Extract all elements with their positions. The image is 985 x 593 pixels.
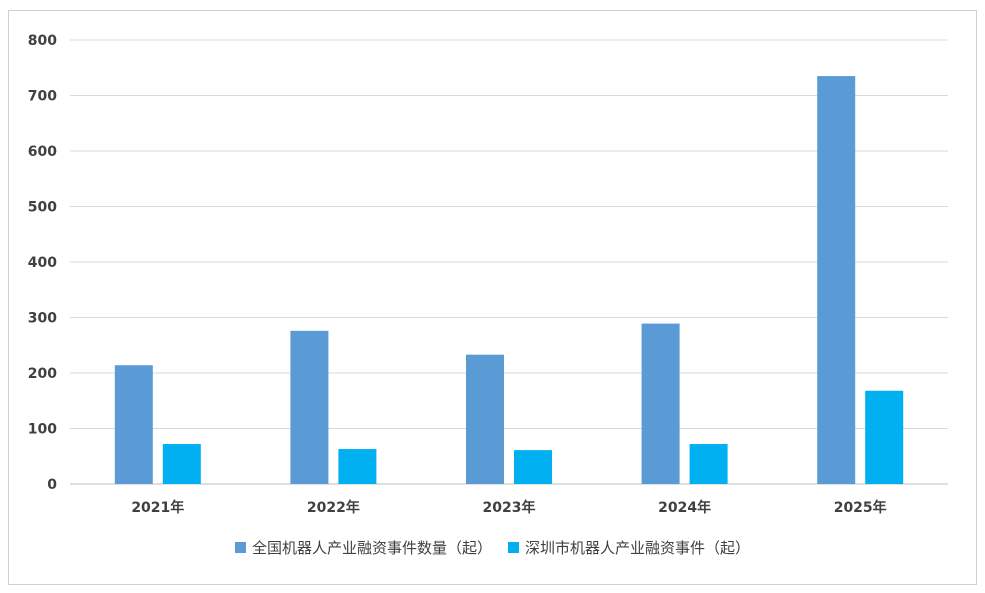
y-tick-label: 300 [28,311,57,327]
bar-chart: 0 100 200 300 400 500 600 700 800 2021年 2022年 2023… [28,33,948,516]
bar-national[interactable] [817,76,856,484]
y-tick-label: 400 [28,255,57,271]
gridlines [70,39,948,485]
x-axis-ticks: 2021年 2022年 2023年 2024年 2025年 [131,499,886,516]
y-tick-label: 100 [28,422,57,438]
x-tick-label: 2022年 [307,499,360,516]
y-tick-label: 0 [47,477,57,493]
bar-national[interactable] [114,365,153,484]
bar-shenzhen[interactable] [338,449,377,484]
bars [114,76,904,484]
y-tick-label: 600 [28,144,57,160]
bar-national[interactable] [466,354,504,484]
x-tick-label: 2023年 [483,499,536,516]
x-tick-label: 2025年 [834,499,887,516]
bar-shenzhen[interactable] [865,390,904,484]
y-axis-ticks: 0 100 200 300 400 500 600 700 800 [28,33,57,493]
chart-frame [8,10,977,585]
y-tick-label: 200 [28,366,57,382]
y-tick-label: 800 [28,33,57,49]
bar-national[interactable] [641,323,680,484]
legend-swatch-national [234,542,246,553]
legend-swatch-shenzhen [508,542,519,553]
x-tick-label: 2024年 [658,499,711,516]
bar-shenzhen[interactable] [689,444,728,484]
bar-shenzhen[interactable] [162,444,201,484]
legend-label-shenzhen: 深圳市机器人产业融资事件（起） [525,539,751,557]
x-tick-label: 2021年 [131,499,184,516]
legend-item-national[interactable]: 全国机器人产业融资事件数量（起） [234,537,492,558]
legend-label-national: 全国机器人产业融资事件数量（起） [251,539,492,557]
bar-national[interactable] [290,330,329,484]
y-tick-label: 500 [28,200,57,216]
legend-item-shenzhen[interactable]: 深圳市机器人产业融资事件（起） [508,537,750,558]
legend: 全国机器人产业融资事件数量（起） 深圳市机器人产业融资事件（起） [0,537,985,558]
bar-shenzhen[interactable] [514,450,552,484]
y-tick-label: 700 [28,89,57,105]
